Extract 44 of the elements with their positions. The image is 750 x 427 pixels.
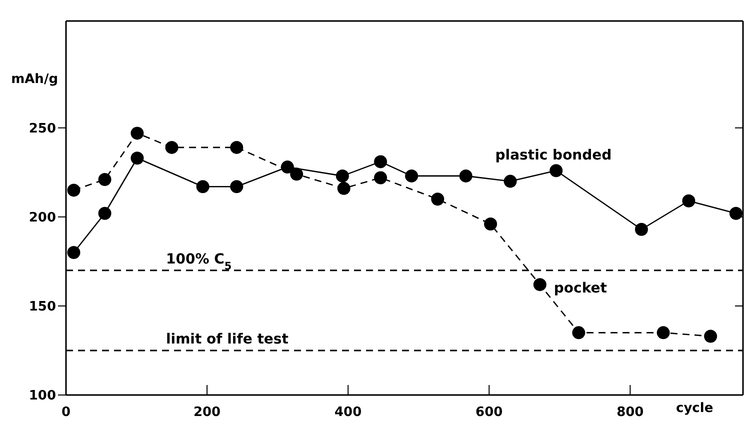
y-tick-label: 250 — [28, 121, 56, 136]
x-tick-label: 200 — [193, 405, 221, 420]
point — [290, 168, 304, 181]
point — [504, 174, 517, 188]
point — [533, 278, 546, 292]
series-label: plastic bonded — [495, 147, 612, 164]
point — [280, 160, 294, 174]
x-axis-title: cycle — [676, 401, 714, 416]
point — [484, 218, 498, 231]
ref-line-label: limit of life test — [166, 331, 289, 348]
point — [459, 169, 472, 182]
x-tick-label: 0 — [61, 405, 71, 420]
ref-line-label: 100% C$_{5}$ — [166, 251, 232, 272]
x-tick-label: 600 — [476, 405, 503, 420]
point — [196, 180, 210, 194]
point — [550, 164, 563, 178]
x-tick-label: 400 — [334, 405, 362, 420]
series-label: pocket — [554, 280, 608, 297]
point — [405, 169, 418, 182]
point — [431, 192, 444, 206]
point — [704, 330, 718, 343]
point — [98, 173, 112, 186]
point — [98, 206, 112, 220]
point — [374, 155, 388, 168]
y-axis-title: mAh/g — [11, 72, 58, 87]
point — [729, 206, 742, 220]
point — [634, 222, 648, 236]
point — [165, 140, 178, 154]
point — [230, 180, 244, 194]
point — [130, 126, 144, 140]
y-tick-label: 100 — [28, 388, 56, 404]
point — [374, 171, 388, 184]
point — [130, 152, 144, 165]
point — [682, 194, 696, 208]
point — [67, 184, 80, 197]
point — [230, 140, 244, 154]
point — [337, 182, 350, 195]
point — [572, 326, 586, 340]
point — [67, 246, 80, 260]
y-tick-label: 200 — [28, 210, 56, 226]
x-tick-label: 800 — [616, 405, 644, 420]
point — [336, 169, 349, 182]
y-tick-label: 150 — [28, 300, 56, 315]
point — [656, 326, 670, 340]
